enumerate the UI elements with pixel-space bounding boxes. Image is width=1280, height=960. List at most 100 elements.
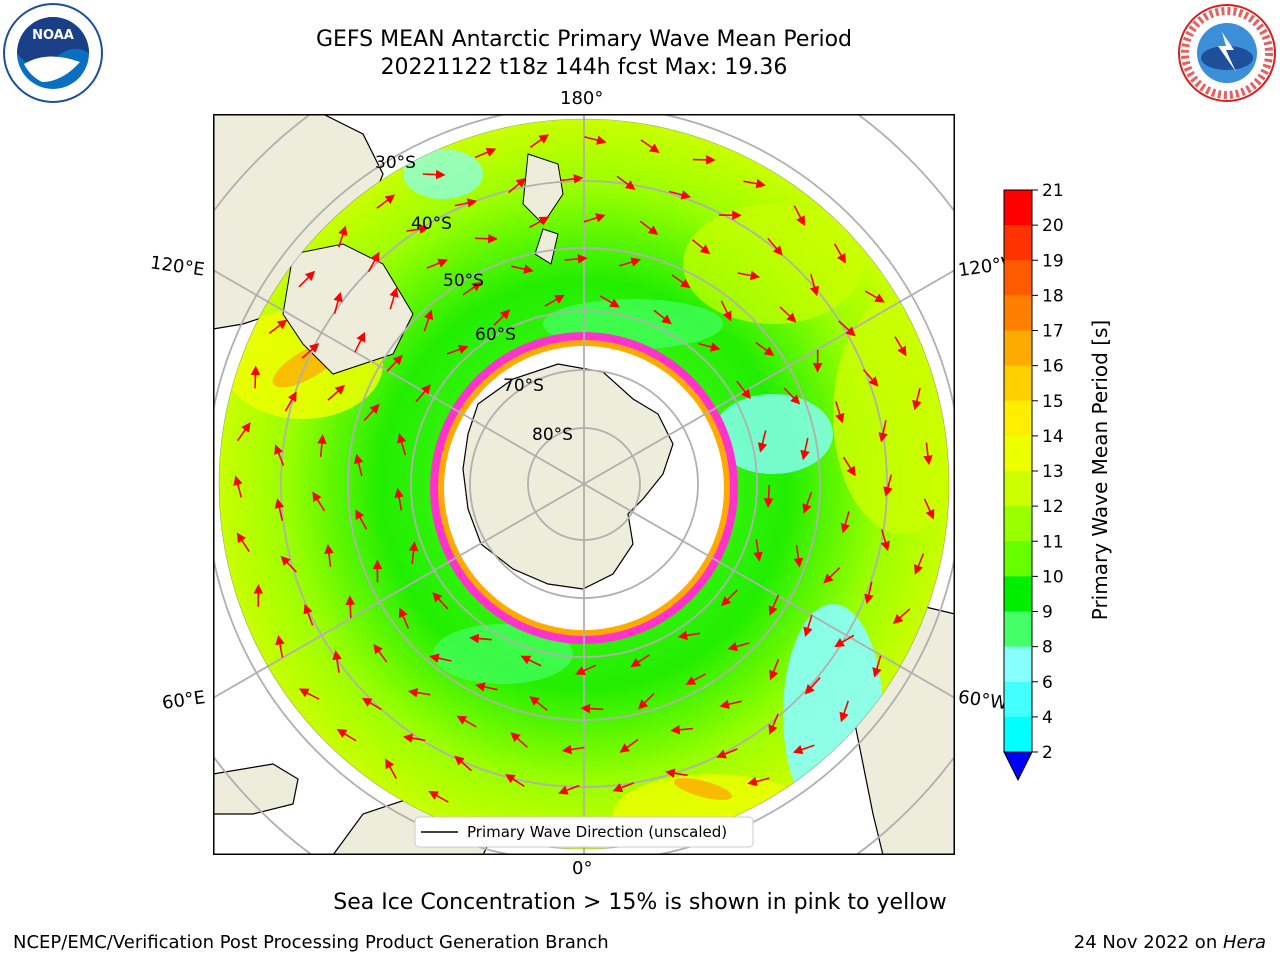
- wave-direction-arrow: [768, 594, 780, 616]
- colorbar-block: [1004, 400, 1032, 437]
- wave-direction-arrow: [583, 213, 606, 223]
- wave-direction-arrow: [763, 485, 774, 508]
- wave-direction-arrow: [284, 391, 297, 412]
- wave-direction-arrow: [838, 320, 856, 337]
- wave-direction-arrow: [520, 655, 542, 667]
- wave-direction-arrow: [670, 724, 693, 735]
- wave-direction-arrow: [510, 732, 528, 748]
- wave-direction-arrow: [402, 733, 426, 743]
- lat-label-30s: 30°S: [375, 153, 416, 173]
- wave-direction-arrow: [558, 784, 580, 795]
- colorbar-tick-label: 9: [1042, 603, 1053, 623]
- wave-direction-arrow: [303, 603, 314, 626]
- wave-direction-arrow: [923, 442, 933, 466]
- wave-direction-arrow: [862, 369, 879, 387]
- wave-direction-arrow: [363, 403, 380, 422]
- colorbar-tick-label: 16: [1042, 357, 1064, 377]
- colorbar-tick-label: 17: [1042, 322, 1064, 342]
- colorbar-block: [1004, 435, 1032, 472]
- wave-direction-arrow: [793, 205, 805, 226]
- wave-direction-arrow: [324, 544, 334, 567]
- colorbar-block: [1004, 541, 1032, 577]
- wave-direction-arrow: [394, 487, 404, 511]
- wave-direction-arrow: [894, 336, 907, 357]
- wave-direction-arrow: [250, 365, 261, 389]
- wave-direction-arrow: [802, 492, 813, 514]
- wave-direction-arrow: [345, 595, 356, 619]
- colorbar-tick-label: 6: [1042, 673, 1053, 693]
- wave-direction-arrow: [298, 688, 320, 700]
- wave-direction-arrow: [274, 498, 285, 521]
- wave-direction-arrow: [389, 287, 399, 310]
- wave-direction-arrow: [354, 331, 366, 353]
- wave-direction-arrow: [618, 257, 641, 267]
- colorbar-tick-label: 19: [1042, 251, 1064, 271]
- wave-direction-arrow: [469, 633, 492, 644]
- wave-direction-arrow: [454, 198, 478, 208]
- wave-direction-arrow: [671, 274, 691, 289]
- colorbar-tick-label: 15: [1042, 392, 1064, 412]
- colorbar-tick-label: 18: [1042, 286, 1064, 306]
- colorbar-block: [1004, 611, 1032, 648]
- wave-direction-arrow: [779, 306, 797, 323]
- wave-direction-arrow: [753, 539, 763, 562]
- wave-direction-arrow: [474, 233, 498, 244]
- wave-direction-arrow: [792, 744, 815, 755]
- wave-direction-arrow: [793, 545, 804, 568]
- wave-direction-arrow: [429, 653, 452, 663]
- legend-label: Primary Wave Direction (unscaled): [467, 823, 727, 841]
- wave-direction-arrow: [353, 453, 364, 477]
- wave-direction-arrow: [355, 509, 368, 530]
- wave-direction-arrow: [575, 664, 597, 676]
- noaa-logo-icon: NOAA: [2, 2, 104, 104]
- colorbar-tick-label: 4: [1042, 708, 1053, 728]
- wave-direction-arrow: [333, 291, 343, 315]
- wave-direction-arrow: [768, 713, 779, 735]
- lon-label-180: 180°: [560, 88, 604, 109]
- colorbar-block: [1004, 225, 1032, 261]
- wave-direction-arrow: [475, 682, 498, 692]
- wave-direction-arrow: [720, 300, 732, 322]
- wave-direction-arrow: [580, 703, 604, 714]
- wave-direction-arrow: [493, 309, 511, 326]
- colorbar-tick-label: 11: [1042, 532, 1064, 552]
- wave-direction-arrow: [653, 309, 672, 325]
- wave-direction-arrow: [407, 687, 431, 698]
- land-antarctica: [462, 363, 674, 590]
- wave-direction-arrow: [408, 541, 419, 565]
- wave-direction-arrow: [446, 344, 469, 355]
- wave-direction-arrow: [755, 341, 775, 357]
- colorbar-block: [1004, 716, 1032, 753]
- wave-direction-arrow: [528, 216, 550, 229]
- wave-direction-arrow: [398, 607, 410, 629]
- wave-direction-arrow: [612, 782, 635, 793]
- wave-direction-arrow: [839, 700, 850, 723]
- wave-direction-arrow: [386, 354, 403, 372]
- wave-direction-arrow: [454, 755, 472, 772]
- wave-direction-arrow: [268, 319, 288, 335]
- wave-direction-arrow: [834, 634, 855, 648]
- wave-direction-arrow: [737, 270, 761, 281]
- footer-host: Hera: [1222, 932, 1266, 953]
- wave-direction-arrow: [462, 281, 482, 296]
- wave-direction-arrow: [529, 134, 550, 148]
- wave-direction-arrow: [878, 420, 888, 443]
- wave-direction-arrow: [747, 776, 770, 787]
- wave-direction-arrow: [892, 608, 911, 625]
- wave-direction-arrow: [367, 251, 380, 273]
- footer-date-text: 24 Nov 2022 on: [1073, 932, 1223, 953]
- wave-direction-arrow: [872, 655, 882, 678]
- colorbar-tick-label: 2: [1042, 743, 1053, 763]
- wave-direction-arrow: [236, 532, 250, 553]
- wave-direction-arrow: [727, 641, 750, 652]
- wave-direction-arrow: [560, 174, 584, 184]
- wave-direction-arrow: [508, 177, 527, 194]
- wave-direction-arrow: [685, 673, 706, 685]
- svg-text:NOAA: NOAA: [32, 28, 74, 43]
- wave-direction-arrow: [385, 758, 398, 779]
- wave-direction-arrow: [883, 474, 893, 497]
- colorbar-tick-label: 21: [1042, 181, 1064, 201]
- wave-direction-arrow: [584, 135, 607, 145]
- wave-direction-arrow: [842, 456, 856, 477]
- wave-direction-arrow: [716, 748, 738, 759]
